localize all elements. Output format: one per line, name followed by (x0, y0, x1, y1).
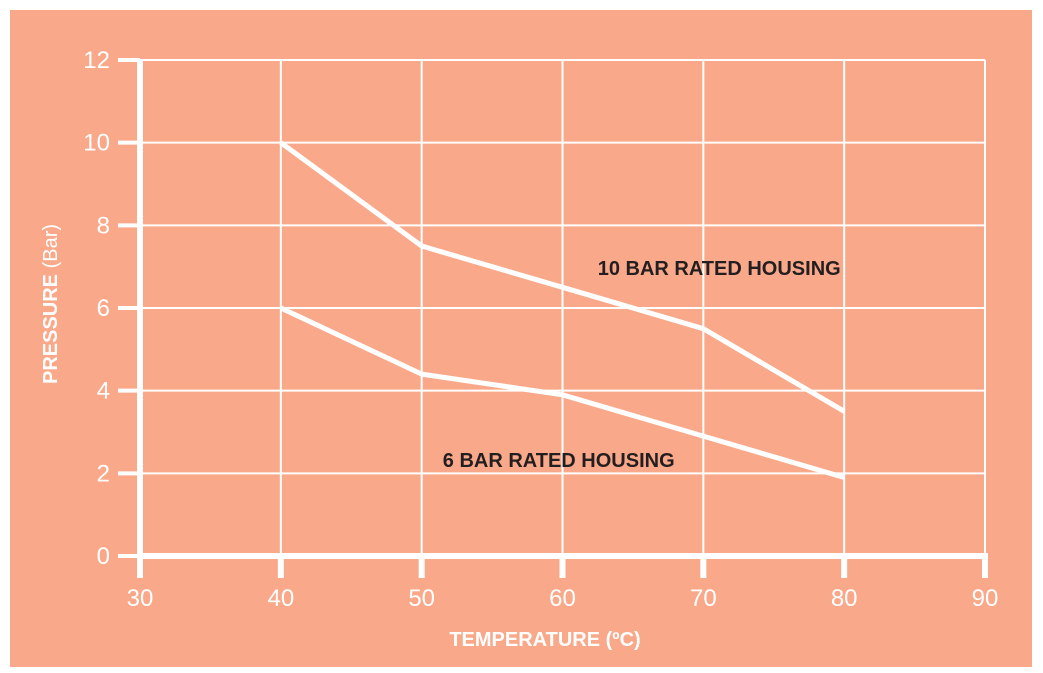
axes (118, 58, 988, 578)
x-tick-label-40: 40 (267, 585, 294, 612)
x-axis-title: TEMPERATURE (ºC) (449, 629, 640, 651)
x-tick-label-50: 50 (408, 585, 435, 612)
x-tick-label-60: 60 (549, 585, 576, 612)
y-tick-label-0: 0 (97, 543, 110, 570)
y-tick-label-4: 4 (97, 378, 110, 405)
x-tick-label-90: 90 (972, 585, 999, 612)
series-label-1: 6 BAR RATED HOUSING (443, 450, 675, 472)
x-tick-label-30: 30 (127, 585, 154, 612)
y-axis-title-unit: (Bar) (40, 224, 62, 274)
y-tick-label-8: 8 (97, 212, 110, 239)
series-line-0 (279, 140, 846, 414)
y-tick-label-6: 6 (97, 295, 110, 322)
series-labels: 10 BAR RATED HOUSING 6 BAR RATED HOUSING (443, 258, 841, 472)
tick-labels: 0 2 4 6 8 10 12 30 40 50 60 70 80 90 (83, 47, 998, 612)
y-tick-label-2: 2 (97, 460, 110, 487)
x-tick-label-80: 80 (831, 585, 858, 612)
x-tick-label-70: 70 (690, 585, 717, 612)
y-axis-title: PRESSURE (Bar) (40, 224, 62, 384)
data-series (279, 140, 846, 480)
series-line-1 (279, 305, 845, 480)
y-tick-label-12: 12 (83, 47, 110, 74)
series-label-0: 10 BAR RATED HOUSING (598, 258, 841, 280)
y-axis-title-main: PRESSURE (40, 274, 62, 384)
y-tick-label-10: 10 (83, 130, 110, 157)
chart-background (10, 10, 1032, 667)
